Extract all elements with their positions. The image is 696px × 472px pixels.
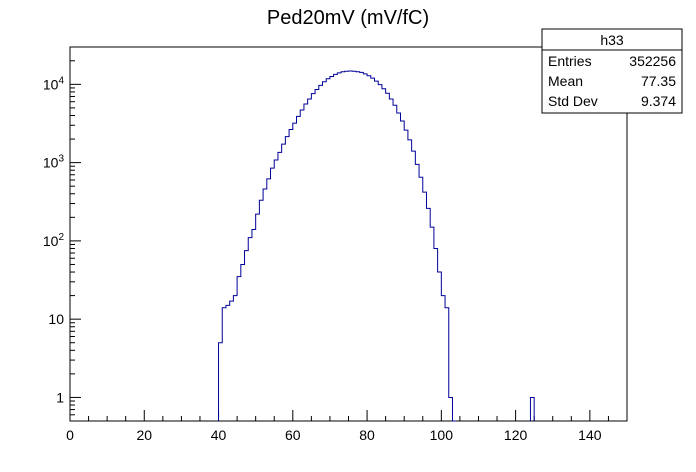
x-tick-label: 60 [285, 427, 301, 443]
stats-row-label: Entries [548, 53, 592, 69]
x-tick-label: 40 [211, 427, 227, 443]
stats-box-frame [541, 28, 683, 114]
stats-box: h33 Entries 352256 Mean 77.35 Std Dev 9.374 [541, 28, 683, 114]
x-tick-label: 80 [359, 427, 375, 443]
stats-row-value: 9.374 [641, 93, 676, 109]
stats-box-name: h33 [600, 32, 624, 48]
y-tick-label: 10 [48, 311, 64, 327]
x-tick-label: 0 [66, 427, 74, 443]
y-tick-base: 10 [43, 233, 59, 249]
x-tick-label: 100 [430, 427, 454, 443]
histogram-line [218, 70, 457, 422]
stats-row-label: Std Dev [548, 93, 598, 109]
x-tick-label: 140 [578, 427, 602, 443]
y-tick-label: 102 [43, 232, 65, 249]
stats-row-value: 77.35 [641, 73, 676, 89]
histogram-isolated-bin [529, 396, 535, 421]
x-tick-label: 120 [504, 427, 528, 443]
y-tick-exponent: 2 [58, 232, 64, 243]
y-tick-base: 10 [43, 155, 59, 171]
y-tick-label: 103 [43, 154, 65, 171]
y-tick-exponent: 4 [58, 75, 64, 86]
histogram-series [218, 70, 535, 422]
y-tick-label: 104 [43, 75, 65, 92]
y-tick-label: 1 [56, 389, 64, 405]
x-axis-ticks: 0 20 40 60 80 100 120 140 [66, 410, 628, 443]
x-tick-label: 20 [136, 427, 152, 443]
stats-row-value: 352256 [629, 53, 676, 69]
y-tick-base: 10 [43, 76, 59, 92]
chart-title: Ped20mV (mV/fC) [267, 7, 429, 29]
y-tick-exponent: 3 [58, 154, 64, 165]
stats-row-label: Mean [548, 73, 583, 89]
